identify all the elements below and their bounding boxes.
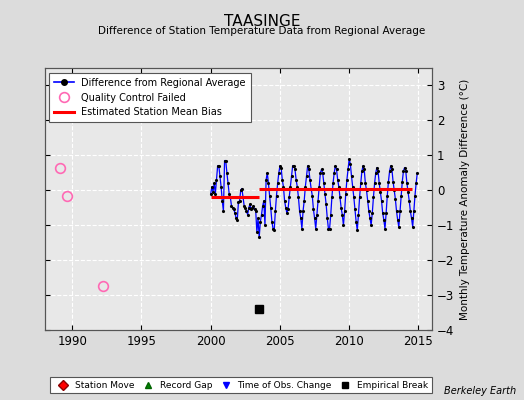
Text: Difference of Station Temperature Data from Regional Average: Difference of Station Temperature Data f… bbox=[99, 26, 425, 36]
Y-axis label: Monthly Temperature Anomaly Difference (°C): Monthly Temperature Anomaly Difference (… bbox=[460, 78, 470, 320]
Text: TAASINGE: TAASINGE bbox=[224, 14, 300, 29]
Text: Berkeley Earth: Berkeley Earth bbox=[444, 386, 516, 396]
Legend: Difference from Regional Average, Quality Control Failed, Estimated Station Mean: Difference from Regional Average, Qualit… bbox=[49, 73, 251, 122]
Legend: Station Move, Record Gap, Time of Obs. Change, Empirical Break: Station Move, Record Gap, Time of Obs. C… bbox=[50, 377, 432, 394]
